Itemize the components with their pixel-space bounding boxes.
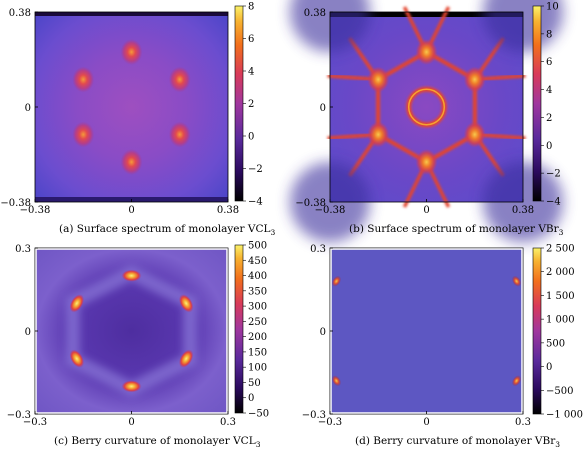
colorbar-tick-label: 250: [248, 317, 267, 328]
x-tick-label: 0: [423, 417, 429, 428]
y-tick-label: 0: [25, 327, 31, 338]
colorbar-tick-label: 2 500: [546, 244, 575, 255]
x-tick-label: −0.3: [318, 417, 342, 428]
colorbar: [234, 5, 244, 202]
colorbar-tick-label: −4: [248, 197, 263, 208]
hotspot: [72, 66, 95, 93]
colorbar-tick-label: −500: [546, 386, 573, 397]
colorbar-tick-label: 2: [546, 113, 552, 124]
colorbar-tick-label: 2: [248, 99, 254, 110]
colorbar-tick-label: 4: [248, 67, 254, 78]
panel-a: −0.38 0 0.38 0.38 0 −0.38 8 6 4 2 0 −2 −4 (a) Surface…: [0, 2, 275, 238]
hotspot: [120, 39, 143, 65]
colorbar-tick-label: 400: [248, 271, 267, 282]
hotspot: [367, 121, 390, 148]
colorbar-tick-label: 6: [546, 57, 552, 68]
hotspot: [463, 66, 486, 93]
colorbar-tick-label: 0: [546, 362, 552, 373]
colorbar-tick-label: 1 000: [546, 315, 575, 326]
hotspot: [415, 149, 438, 175]
top-band: [330, 12, 523, 17]
colorbar-tick-label: −1 000: [546, 410, 583, 421]
colorbar-tick-label: −2: [546, 169, 561, 180]
x-tick-label: 0.3: [515, 417, 531, 428]
panel-b: −0.38 0 0.38 0.38 0 −0.38 10 8 6 4 2 0 −2 −4 (b) Surfa…: [290, 0, 564, 242]
x-tick-label: 0.3: [220, 417, 236, 428]
colorbar-tick-label: 100: [248, 363, 267, 374]
y-tick-label: 0.3: [310, 244, 326, 255]
hotspot: [69, 349, 85, 368]
x-tick-label: 0: [128, 205, 134, 216]
hotspot: [178, 349, 194, 368]
colorbar-tick-label: 200: [248, 332, 267, 343]
top-band: [35, 12, 228, 16]
hotspot: [121, 380, 142, 393]
colorbar-tick-label: −4: [546, 197, 561, 208]
colorbar-tick-label: 350: [248, 286, 267, 297]
x-tick-label: −0.38: [315, 205, 346, 216]
colorbar-tick-label: 300: [248, 302, 267, 313]
panel-caption: (d) Berry curvature of monolayer VBr3: [355, 435, 560, 449]
colorbar-tick-label: 0: [546, 141, 552, 152]
colorbar-tick-label: 4: [546, 85, 552, 96]
panel-caption: (c) Berry curvature of monolayer VCL3: [54, 435, 261, 449]
x-tick-label: 0: [128, 417, 134, 428]
colorbar-tick-label: 0: [248, 132, 254, 143]
colorbar-tick-label: 500: [546, 338, 565, 349]
colorbar-tick-label: 50: [248, 378, 261, 389]
colorbar-tick-label: −2: [248, 164, 263, 175]
y-tick-label: 0: [25, 103, 31, 114]
y-tick-label: −0.38: [295, 198, 326, 209]
colorbar-tick-label: 6: [248, 34, 254, 45]
colorbar-tick-label: 1 500: [546, 291, 575, 302]
y-tick-label: 0: [320, 103, 326, 114]
colorbar-tick-label: 10: [546, 2, 559, 13]
colorbar-tick-label: 500: [248, 241, 267, 252]
hotspot: [367, 66, 390, 93]
hotspot: [69, 294, 85, 313]
panel-c: −0.3 0 0.30.30−0.3500450400350300250200150…: [7, 241, 269, 450]
hotspot: [415, 39, 438, 65]
hotspot: [72, 121, 95, 148]
hotspot: [178, 294, 194, 313]
y-tick-label: 0.38: [304, 8, 326, 19]
x-tick-label: 0: [423, 205, 429, 216]
y-tick-label: 0.38: [9, 8, 31, 19]
colorbar-tick-label: −50: [248, 409, 269, 420]
y-tick-label: −0.3: [7, 410, 31, 421]
hotspot: [511, 275, 522, 287]
hotspot: [121, 269, 142, 282]
y-tick-label: 0: [320, 327, 326, 338]
x-tick-label: 0.38: [217, 205, 239, 216]
colorbar-tick-label: 450: [248, 256, 267, 267]
panel-caption: (a) Surface spectrum of monolayer VCL3: [59, 223, 275, 237]
hotspot: [120, 149, 143, 175]
hotspot: [168, 66, 191, 93]
colorbar: [532, 5, 542, 202]
hotspot: [331, 275, 342, 287]
hotspot: [331, 375, 342, 387]
hotspot: [511, 375, 522, 387]
x-tick-label: −0.38: [20, 205, 51, 216]
ring-feature-core: [407, 88, 446, 126]
x-tick-label: −0.3: [23, 417, 47, 428]
colorbar-tick-label: 8: [546, 29, 552, 40]
colorbar: [532, 247, 542, 415]
colorbar: [234, 244, 244, 414]
panel-caption: (b) Surface spectrum of monolayer VBr3: [349, 223, 564, 237]
y-tick-label: −0.38: [0, 198, 31, 209]
hotspot: [168, 121, 191, 148]
y-tick-label: −0.3: [302, 410, 326, 421]
hotspot: [463, 121, 486, 148]
y-tick-label: 0.3: [15, 244, 31, 255]
x-tick-label: 0.38: [512, 205, 534, 216]
colorbar-tick-label: 8: [248, 2, 254, 13]
colorbar-tick-label: 2 000: [546, 267, 575, 278]
colorbar-tick-label: 0: [248, 393, 254, 404]
panel-d: −0.3 0 0.3 0.3 0 −0.3 2 500 2 000 1 500 1 000 500 0…: [302, 244, 583, 450]
colorbar-tick-label: 150: [248, 347, 267, 358]
